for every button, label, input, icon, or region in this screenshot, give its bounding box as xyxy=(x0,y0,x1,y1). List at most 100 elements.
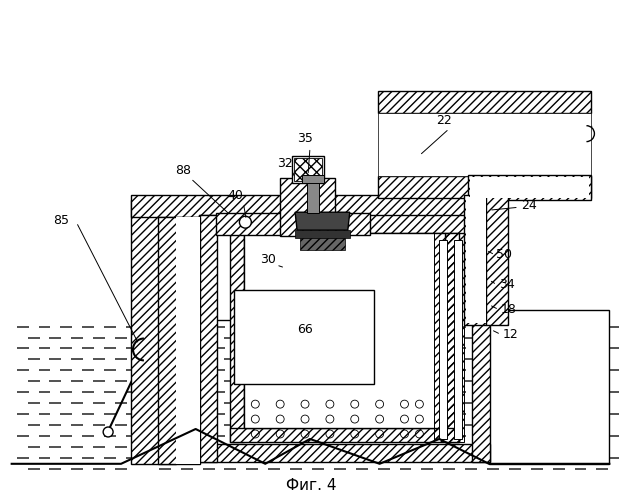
Bar xyxy=(498,370,510,372)
Bar xyxy=(300,238,345,250)
Bar xyxy=(176,217,199,464)
Bar xyxy=(531,468,543,470)
Bar xyxy=(472,215,490,462)
Bar xyxy=(586,348,597,350)
Bar xyxy=(170,370,182,372)
Bar xyxy=(104,391,116,393)
Bar xyxy=(454,326,466,328)
Bar xyxy=(247,380,258,382)
Bar xyxy=(487,380,499,382)
Bar xyxy=(465,380,477,382)
Bar xyxy=(574,446,586,448)
Bar xyxy=(596,358,609,360)
Bar xyxy=(12,320,609,478)
Bar xyxy=(432,457,444,459)
Bar xyxy=(520,370,532,372)
Bar xyxy=(181,336,193,338)
Bar xyxy=(279,413,291,415)
Bar xyxy=(82,326,94,328)
Bar xyxy=(224,446,237,448)
Bar xyxy=(498,413,510,415)
Bar xyxy=(268,446,280,448)
Bar xyxy=(301,326,313,328)
Bar xyxy=(214,370,225,372)
Bar xyxy=(224,336,237,338)
Bar xyxy=(564,435,576,437)
Bar xyxy=(257,457,270,459)
Bar xyxy=(454,391,466,393)
Bar xyxy=(399,336,412,338)
Bar xyxy=(290,468,302,470)
Bar xyxy=(378,336,389,338)
Bar xyxy=(574,424,586,426)
Bar xyxy=(292,156,324,184)
Bar xyxy=(487,468,499,470)
Bar xyxy=(170,435,182,437)
Bar xyxy=(93,446,105,448)
Bar xyxy=(531,424,543,426)
Bar xyxy=(268,424,280,426)
Bar xyxy=(104,326,116,328)
Circle shape xyxy=(240,216,252,228)
Bar xyxy=(290,380,302,382)
Bar xyxy=(399,424,412,426)
Bar xyxy=(542,457,554,459)
Bar xyxy=(131,196,489,217)
Bar xyxy=(509,358,521,360)
Bar xyxy=(487,446,499,448)
Bar xyxy=(443,380,455,382)
Bar xyxy=(574,402,586,404)
Bar xyxy=(520,435,532,437)
Bar xyxy=(345,370,356,372)
Bar xyxy=(607,413,619,415)
Bar xyxy=(82,348,94,350)
Bar xyxy=(301,457,313,459)
Bar xyxy=(389,348,401,350)
Bar xyxy=(487,336,499,338)
Bar xyxy=(17,391,29,393)
Bar xyxy=(312,402,324,404)
Bar xyxy=(443,424,455,426)
Bar xyxy=(378,424,389,426)
Bar xyxy=(323,326,335,328)
Bar xyxy=(389,326,401,328)
Bar xyxy=(27,402,40,404)
Bar xyxy=(290,358,302,360)
Bar xyxy=(312,468,324,470)
Bar xyxy=(290,402,302,404)
Text: 30: 30 xyxy=(260,254,276,266)
Bar xyxy=(542,370,554,372)
Bar xyxy=(465,402,477,404)
Bar xyxy=(17,457,29,459)
Bar xyxy=(312,446,324,448)
Bar xyxy=(323,391,335,393)
Text: Фиг. 4: Фиг. 4 xyxy=(286,478,336,493)
Bar xyxy=(366,326,379,328)
Bar xyxy=(235,435,247,437)
Bar xyxy=(553,468,564,470)
Bar xyxy=(257,413,270,415)
Bar xyxy=(60,413,72,415)
Bar xyxy=(192,413,204,415)
Bar xyxy=(434,233,464,442)
Bar xyxy=(224,468,237,470)
Bar xyxy=(170,457,182,459)
Bar xyxy=(159,468,171,470)
Bar xyxy=(564,348,576,350)
Bar xyxy=(159,380,171,382)
Bar xyxy=(476,435,488,437)
Bar xyxy=(345,413,356,415)
Bar xyxy=(115,380,127,382)
Bar xyxy=(279,348,291,350)
Bar xyxy=(366,348,379,350)
Bar xyxy=(520,457,532,459)
Bar xyxy=(126,391,138,393)
Bar xyxy=(564,457,576,459)
Bar xyxy=(60,457,72,459)
Bar xyxy=(214,326,225,328)
Text: 32: 32 xyxy=(277,157,293,170)
Bar xyxy=(334,402,346,404)
Bar xyxy=(498,391,510,393)
Bar xyxy=(564,326,576,328)
Bar xyxy=(39,391,50,393)
